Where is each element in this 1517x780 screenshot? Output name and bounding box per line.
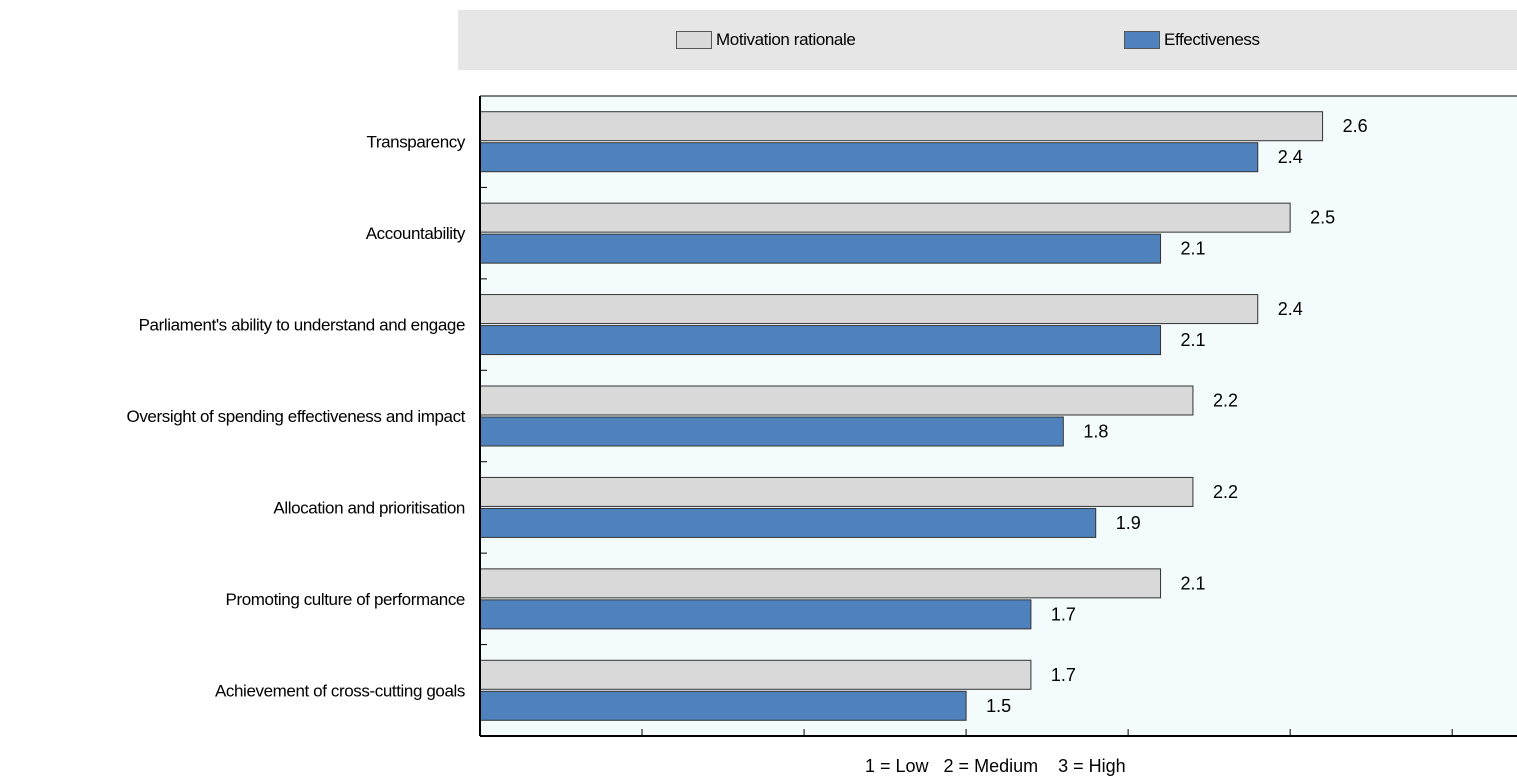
plot-area	[480, 96, 1517, 736]
category-label: Accountability	[366, 224, 466, 243]
legend-item-motivation: Motivation rationale	[676, 30, 856, 50]
data-label: 2.6	[1343, 116, 1368, 136]
data-label: 1.7	[1051, 604, 1076, 624]
data-label: 2.2	[1213, 482, 1238, 502]
data-label: 1.9	[1116, 513, 1141, 533]
category-label: Achievement of cross-cutting goals	[215, 681, 465, 700]
bar-motivation	[479, 385, 1194, 416]
bar-effectiveness	[479, 142, 1259, 173]
data-label: 2.4	[1278, 147, 1303, 167]
bar-effectiveness	[479, 325, 1162, 356]
bar-effectiveness	[479, 507, 1097, 538]
legend-label-effectiveness: Effectiveness	[1164, 30, 1260, 49]
data-label: 2.1	[1181, 573, 1206, 593]
bar-effectiveness	[479, 599, 1032, 630]
legend-item-effectiveness: Effectiveness	[1124, 30, 1260, 50]
data-label: 1.8	[1083, 422, 1108, 442]
legend-label-motivation: Motivation rationale	[716, 30, 856, 49]
category-label: Transparency	[366, 133, 465, 152]
scale-note: 1 = Low 2 = Medium 3 = High	[865, 756, 1126, 776]
data-label: 2.4	[1278, 299, 1303, 319]
bar-motivation	[479, 202, 1291, 233]
bar-motivation	[479, 111, 1324, 142]
data-label: 2.2	[1213, 391, 1238, 411]
bar-motivation	[479, 476, 1194, 507]
data-label: 2.1	[1181, 330, 1206, 350]
data-label: 2.1	[1181, 239, 1206, 259]
bar-motivation	[479, 294, 1259, 325]
chart-legend: Motivation rationale Effectiveness	[458, 10, 1517, 70]
data-label: 1.5	[986, 696, 1011, 716]
data-label: 1.7	[1051, 665, 1076, 685]
data-label: 2.5	[1310, 208, 1335, 228]
bar-effectiveness	[479, 233, 1162, 264]
bar-effectiveness	[479, 690, 967, 721]
category-label: Promoting culture of performance	[226, 590, 466, 609]
legend-swatch-motivation	[676, 31, 712, 49]
bar-motivation	[479, 568, 1162, 599]
category-label: Oversight of spending effectiveness and …	[127, 407, 466, 426]
bar-effectiveness	[479, 416, 1064, 447]
bar-motivation	[479, 659, 1032, 690]
category-label: Allocation and prioritisation	[273, 498, 465, 517]
category-label: Parliament's ability to understand and e…	[139, 316, 465, 335]
legend-swatch-effectiveness	[1124, 31, 1160, 49]
